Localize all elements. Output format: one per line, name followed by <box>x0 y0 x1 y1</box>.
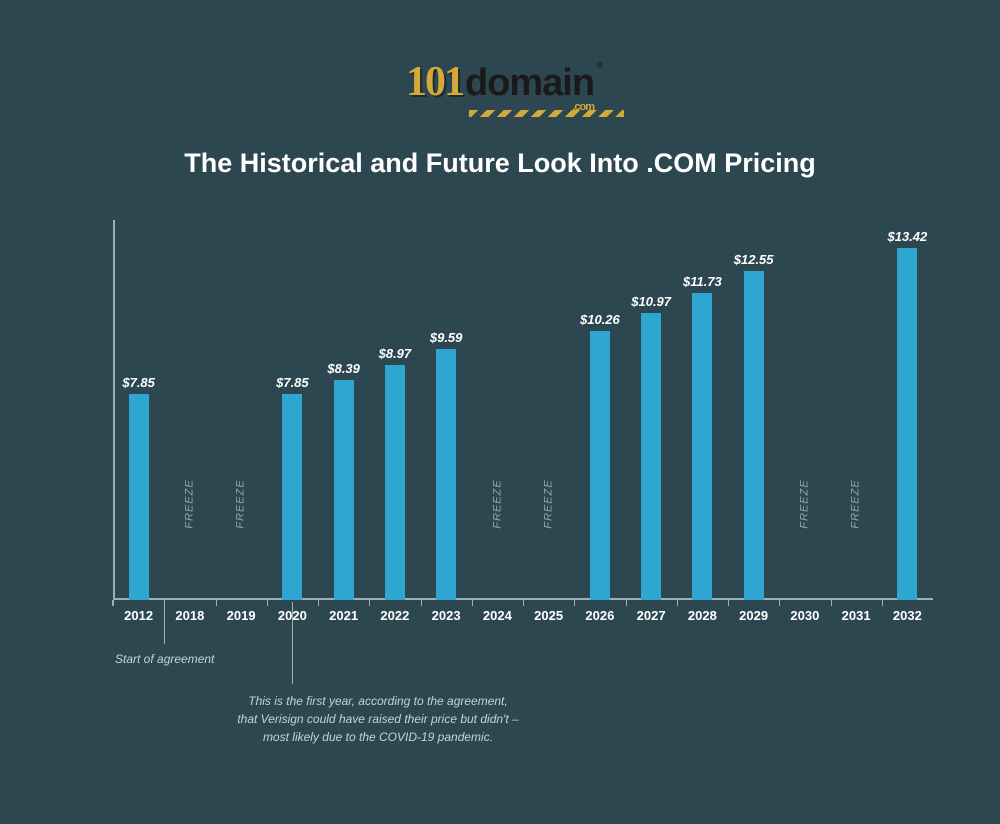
bar-value-label: $9.59 <box>430 330 463 345</box>
year-label: 2026 <box>574 608 625 623</box>
freeze-label: FREEZE <box>543 479 555 528</box>
bar-slot: $7.85 <box>267 220 318 600</box>
x-axis-tick <box>882 600 883 606</box>
freeze-label: FREEZE <box>491 479 503 528</box>
bar-value-label: $12.55 <box>734 252 774 267</box>
bar-slot: $10.97 <box>626 220 677 600</box>
year-label: 2022 <box>369 608 420 623</box>
year-label: 2031 <box>831 608 882 623</box>
freeze-label: FREEZE <box>850 479 862 528</box>
year-label: 2023 <box>421 608 472 623</box>
year-label: 2027 <box>626 608 677 623</box>
logo-domain: domain ® .com <box>465 62 594 105</box>
bar <box>282 394 302 600</box>
bar-slot: $8.39 <box>318 220 369 600</box>
bar-slot: FREEZE <box>831 220 882 600</box>
x-axis-labels: 2012201820192020202120222023202420252026… <box>113 608 933 623</box>
bar-slot: FREEZE <box>523 220 574 600</box>
bar <box>334 380 354 600</box>
logo-registered: ® <box>596 60 602 70</box>
year-label: 2028 <box>677 608 728 623</box>
x-axis-tick <box>779 600 780 606</box>
bar <box>385 365 405 600</box>
x-axis-tick <box>626 600 627 606</box>
year-label: 2021 <box>318 608 369 623</box>
x-axis-tick <box>472 600 473 606</box>
bar-value-label: $10.26 <box>580 312 620 327</box>
bar <box>692 293 712 600</box>
bar-value-label: $7.85 <box>276 375 309 390</box>
x-axis-tick <box>728 600 729 606</box>
annotation-covid-note: This is the first year, according to the… <box>213 692 543 746</box>
freeze-label: FREEZE <box>235 479 247 528</box>
x-axis-tick <box>267 600 268 606</box>
bar-slot: FREEZE <box>216 220 267 600</box>
bar-value-label: $8.39 <box>327 361 360 376</box>
bar-slot: $10.26 <box>574 220 625 600</box>
year-label: 2024 <box>472 608 523 623</box>
year-label: 2018 <box>164 608 215 623</box>
freeze-label: FREEZE <box>799 479 811 528</box>
bar <box>590 331 610 600</box>
year-label: 2029 <box>728 608 779 623</box>
year-label: 2030 <box>779 608 830 623</box>
bar-slot: FREEZE <box>164 220 215 600</box>
logo-101: 101 <box>406 58 463 106</box>
bar-slot: FREEZE <box>779 220 830 600</box>
bar-slot: $7.85 <box>113 220 164 600</box>
x-axis-tick <box>523 600 524 606</box>
bar <box>897 248 917 600</box>
annotation-line <box>164 602 165 644</box>
year-label: 2019 <box>216 608 267 623</box>
bar-value-label: $8.97 <box>379 346 412 361</box>
x-axis-tick <box>831 600 832 606</box>
bar-value-label: $10.97 <box>631 294 671 309</box>
bar-slot: $12.55 <box>728 220 779 600</box>
freeze-label: FREEZE <box>184 479 196 528</box>
bar-slot: $13.42 <box>882 220 933 600</box>
x-axis-tick <box>369 600 370 606</box>
bar-chart: $7.85 FREEZE FREEZE $7.85 $8.39 $8.97 $9.59 FRE… <box>113 220 933 600</box>
x-axis-tick <box>318 600 319 606</box>
year-label: 2025 <box>523 608 574 623</box>
logo-stripes <box>469 110 624 117</box>
x-axis-tick <box>574 600 575 606</box>
brand-logo: 101 domain ® .com <box>406 58 594 106</box>
year-label: 2012 <box>113 608 164 623</box>
page-title: The Historical and Future Look Into .COM… <box>0 148 1000 179</box>
bar-slot: FREEZE <box>472 220 523 600</box>
bar-slot: $9.59 <box>421 220 472 600</box>
bar-slot: $8.97 <box>369 220 420 600</box>
bar-value-label: $13.42 <box>888 229 928 244</box>
bar <box>744 271 764 600</box>
x-axis-origin-tick <box>112 600 114 606</box>
annotation-line <box>292 602 293 684</box>
bar <box>641 313 661 600</box>
logo-domain-text: domain <box>465 62 594 104</box>
bar-value-label: $7.85 <box>122 375 155 390</box>
bar-slot: $11.73 <box>677 220 728 600</box>
bar <box>129 394 149 600</box>
x-axis-tick <box>677 600 678 606</box>
year-label: 2032 <box>882 608 933 623</box>
bar-value-label: $11.73 <box>683 274 722 289</box>
x-axis-tick <box>216 600 217 606</box>
bars-container: $7.85 FREEZE FREEZE $7.85 $8.39 $8.97 $9.59 FRE… <box>113 220 933 600</box>
bar <box>436 349 456 600</box>
annotation-start-of-agreement: Start of agreement <box>115 650 214 668</box>
x-axis-tick <box>421 600 422 606</box>
